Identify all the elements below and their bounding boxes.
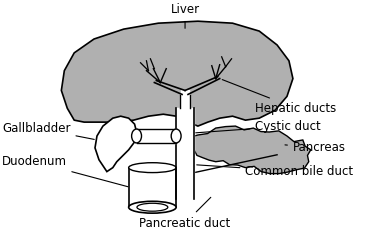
Text: Hepatic ducts: Hepatic ducts xyxy=(222,80,337,115)
Text: Pancreas: Pancreas xyxy=(285,141,346,154)
Text: Pancreatic duct: Pancreatic duct xyxy=(139,197,231,230)
Ellipse shape xyxy=(132,129,141,143)
Text: Gallbladder: Gallbladder xyxy=(2,122,94,139)
Text: Liver: Liver xyxy=(170,3,200,28)
Ellipse shape xyxy=(171,129,181,143)
Text: Common bile duct: Common bile duct xyxy=(197,165,353,178)
Text: Duodenum: Duodenum xyxy=(2,155,128,187)
Text: Cystic duct: Cystic duct xyxy=(196,120,321,133)
Polygon shape xyxy=(95,116,136,172)
Ellipse shape xyxy=(129,201,176,213)
Polygon shape xyxy=(62,21,293,126)
Polygon shape xyxy=(193,126,311,174)
Ellipse shape xyxy=(137,203,168,211)
Ellipse shape xyxy=(129,163,176,173)
